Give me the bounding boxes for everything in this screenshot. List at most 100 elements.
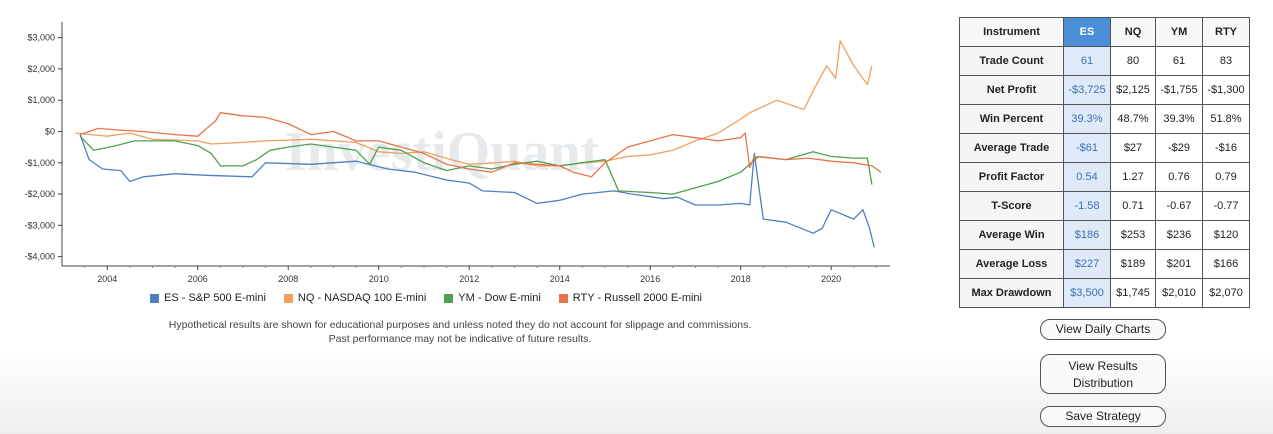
equity-chart: InvestiQuant $3,000 $2,000 $1,000 $0 -$1,000… xyxy=(24,22,890,284)
legend-item-ym[interactable]: YM - Dow E-mini xyxy=(444,292,541,304)
table-row: Average Loss $227 $189 $201 $166 xyxy=(959,249,1250,279)
table-cell: $27 xyxy=(1110,133,1156,163)
table-cell: 61 xyxy=(1155,46,1203,76)
table-cell: 0.54 xyxy=(1063,162,1111,192)
view-daily-charts-button[interactable]: View Daily Charts xyxy=(1040,319,1166,340)
table-cell: $253 xyxy=(1110,220,1156,250)
table-cell: -$61 xyxy=(1063,133,1111,163)
table-row: Max Drawdown $3,500 $1,745 $2,010 $2,070 xyxy=(959,278,1250,308)
table-cell: -$29 xyxy=(1155,133,1203,163)
table-row: Average Win $186 $253 $236 $120 xyxy=(959,220,1250,250)
header-es[interactable]: ES xyxy=(1063,17,1111,47)
table-cell: $120 xyxy=(1202,220,1250,250)
table-cell: 83 xyxy=(1202,46,1250,76)
table-cell: $166 xyxy=(1202,249,1250,279)
x-tick-label: 2016 xyxy=(640,274,660,284)
chart-watermark: InvestiQuant xyxy=(285,121,600,183)
legend-item-es[interactable]: ES - S&P 500 E-mini xyxy=(150,292,266,304)
table-cell: 0.76 xyxy=(1155,162,1203,192)
table-cell: $227 xyxy=(1063,249,1111,279)
table-row: Profit Factor 0.54 1.27 0.76 0.79 xyxy=(959,162,1250,192)
x-tick-label: 2010 xyxy=(369,274,389,284)
table-cell: 39.3% xyxy=(1155,104,1203,134)
table-cell: -$1,300 xyxy=(1202,75,1250,105)
x-tick-label: 2008 xyxy=(278,274,298,284)
table-cell: $186 xyxy=(1063,220,1111,250)
table-cell: 48.7% xyxy=(1110,104,1156,134)
table-header-row: Instrument ES NQ YM RTY xyxy=(959,17,1250,47)
legend-swatch-rty xyxy=(558,293,568,303)
legend-swatch-ym xyxy=(444,293,454,303)
table-cell: -$3,725 xyxy=(1063,75,1111,105)
table-cell: $2,070 xyxy=(1202,278,1250,308)
x-tick-label: 2006 xyxy=(188,274,208,284)
row-label: Profit Factor xyxy=(959,162,1064,192)
table-body: Trade Count 61 80 61 83 Net Profit -$3,725 $2,1… xyxy=(959,46,1250,308)
table-cell: 80 xyxy=(1110,46,1156,76)
legend-label-ym: YM - Dow E-mini xyxy=(458,292,541,304)
disclaimer: Hypothetical results are shown for educa… xyxy=(60,318,860,346)
legend-label-nq: NQ - NASDAQ 100 E-mini xyxy=(297,292,427,304)
header-nq[interactable]: NQ xyxy=(1110,17,1156,47)
header-rty[interactable]: RTY xyxy=(1202,17,1250,47)
y-tick-label: -$2,000 xyxy=(24,189,55,199)
table-cell: 1.27 xyxy=(1110,162,1156,192)
table-cell: $3,500 xyxy=(1063,278,1111,308)
row-label: Average Trade xyxy=(959,133,1064,163)
table-cell: -0.77 xyxy=(1202,191,1250,221)
view-results-distribution-button[interactable]: View Results Distribution xyxy=(1040,354,1166,394)
table-cell: 39.3% xyxy=(1063,104,1111,134)
table-cell: $2,010 xyxy=(1155,278,1203,308)
y-tick-label: -$4,000 xyxy=(24,252,55,262)
table-cell: -$16 xyxy=(1202,133,1250,163)
y-tick-label: -$3,000 xyxy=(24,220,55,230)
table-cell: 61 xyxy=(1063,46,1111,76)
header-ym[interactable]: YM xyxy=(1155,17,1203,47)
y-tick-label: $0 xyxy=(45,126,55,136)
x-tick-label: 2018 xyxy=(731,274,751,284)
save-strategy-button[interactable]: Save Strategy xyxy=(1040,406,1166,427)
series-line-rty xyxy=(79,112,882,178)
legend-swatch-es xyxy=(150,293,159,303)
table-cell: $201 xyxy=(1155,249,1203,279)
y-axis: $3,000 $2,000 $1,000 $0 -$1,000 -$2,000 -$3,00… xyxy=(24,22,63,266)
table-cell: $1,745 xyxy=(1110,278,1156,308)
legend-item-nq[interactable]: NQ - NASDAQ 100 E-mini xyxy=(283,292,427,304)
x-tick-label: 2012 xyxy=(459,274,479,284)
legend-swatch-nq xyxy=(283,293,293,303)
row-label: Win Percent xyxy=(959,104,1064,134)
series-line-es xyxy=(79,134,875,248)
table-row: Net Profit -$3,725 $2,125 -$1,755 -$1,300 xyxy=(959,75,1250,105)
disclaimer-line-2: Past performance may not be indicative o… xyxy=(328,333,592,345)
table-row: Average Trade -$61 $27 -$29 -$16 xyxy=(959,133,1250,163)
table-cell: 0.71 xyxy=(1110,191,1156,221)
table-row: T-Score -1.58 0.71 -0.67 -0.77 xyxy=(959,191,1250,221)
x-tick-label: 2014 xyxy=(550,274,570,284)
header-instrument: Instrument xyxy=(959,17,1064,47)
x-axis: 2004 2006 2008 2010 2012 2014 2016 2018 2020 xyxy=(62,265,890,284)
row-label: Trade Count xyxy=(959,46,1064,76)
y-tick-label: $3,000 xyxy=(27,33,55,43)
x-tick-label: 2020 xyxy=(821,274,841,284)
row-label: Max Drawdown xyxy=(959,278,1064,308)
legend-label-es: ES - S&P 500 E-mini xyxy=(164,292,266,304)
table-cell: $189 xyxy=(1110,249,1156,279)
disclaimer-line-1: Hypothetical results are shown for educa… xyxy=(168,319,752,331)
table-cell: 0.79 xyxy=(1202,162,1250,192)
row-label: Average Win xyxy=(959,220,1064,250)
table-cell: -0.67 xyxy=(1155,191,1203,221)
chart-legend: ES - S&P 500 E-mini NQ - NASDAQ 100 E-mi… xyxy=(150,292,830,304)
y-tick-label: $1,000 xyxy=(27,95,55,105)
table-row: Trade Count 61 80 61 83 xyxy=(959,46,1250,76)
row-label: Average Loss xyxy=(959,249,1064,279)
table-cell: 51.8% xyxy=(1202,104,1250,134)
series-lines xyxy=(75,40,882,248)
table-row: Win Percent 39.3% 48.7% 39.3% 51.8% xyxy=(959,104,1250,134)
legend-item-rty[interactable]: RTY - Russell 2000 E-mini xyxy=(558,292,702,304)
legend-label-rty: RTY - Russell 2000 E-mini xyxy=(572,292,702,304)
y-tick-label: $2,000 xyxy=(27,64,55,74)
table-cell: -$1,755 xyxy=(1155,75,1203,105)
table-cell: $2,125 xyxy=(1110,75,1156,105)
stats-table: Instrument ES NQ YM RTY Trade Count 61 80 6… xyxy=(959,17,1250,308)
row-label: Net Profit xyxy=(959,75,1064,105)
